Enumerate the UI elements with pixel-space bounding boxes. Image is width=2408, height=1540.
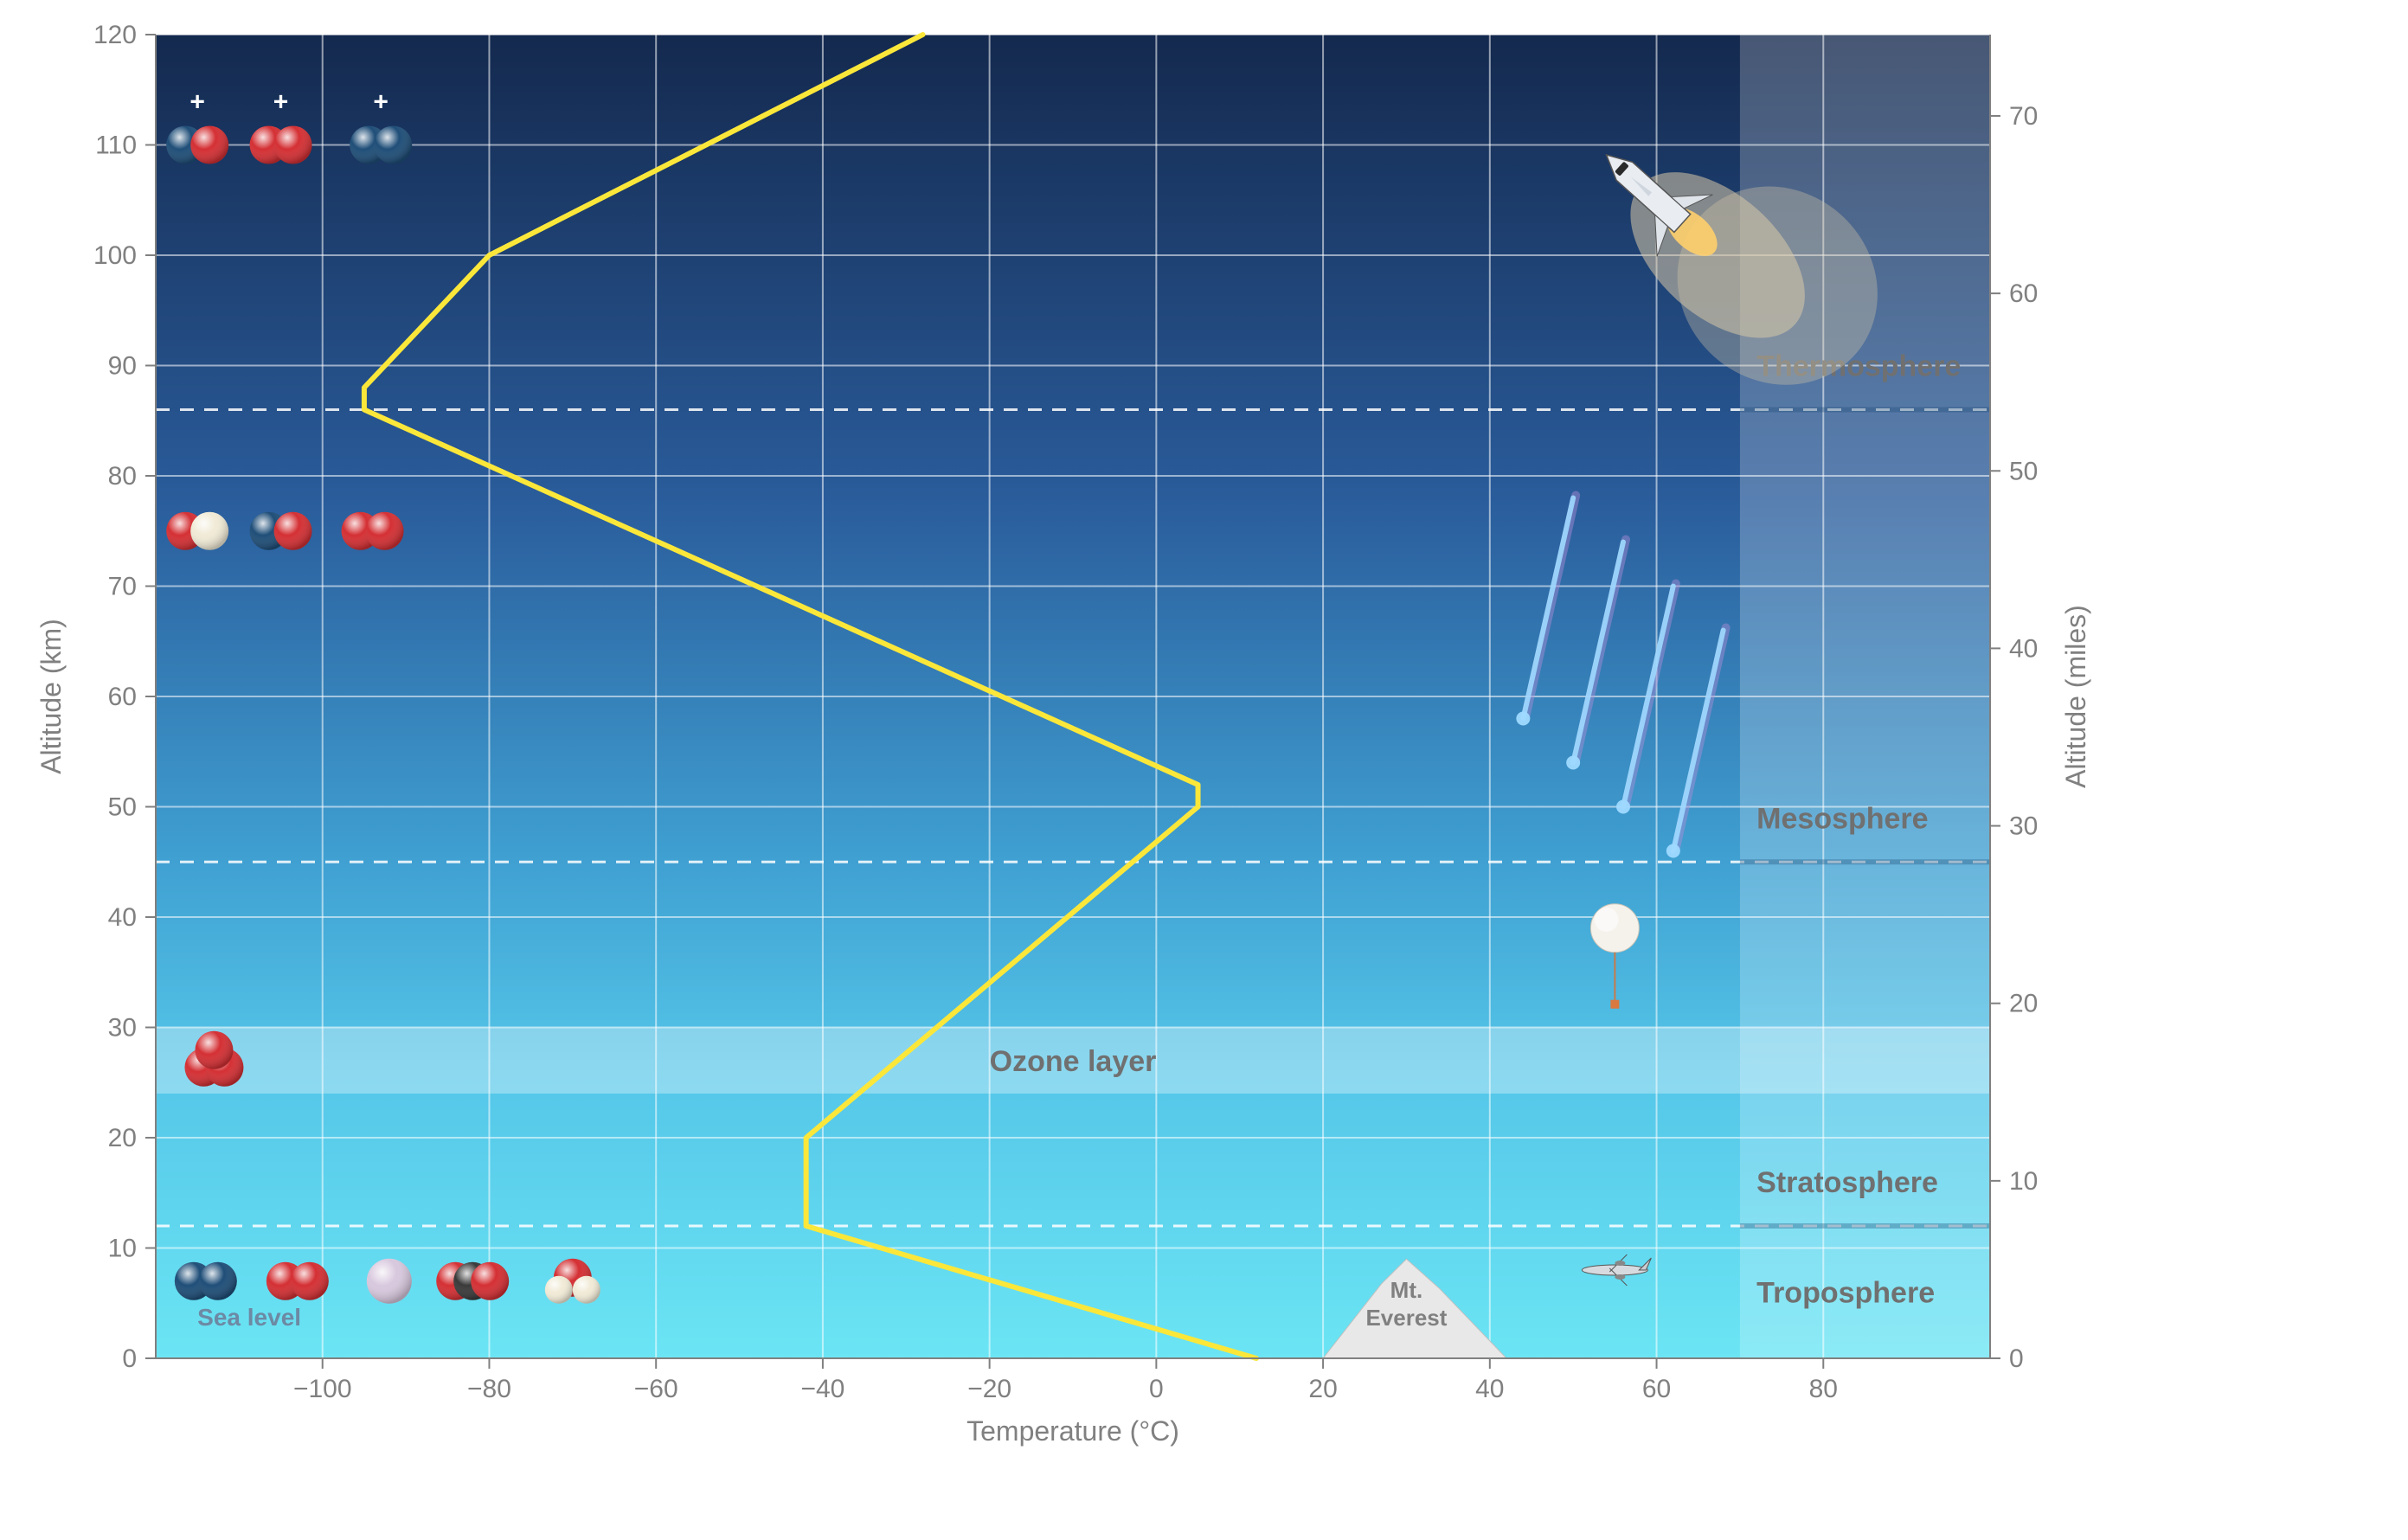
xtick-temp: 40 (1475, 1375, 1504, 1403)
ytick-km: 110 (95, 132, 137, 160)
molecule-icon (342, 512, 404, 550)
molecule-icon (436, 1262, 509, 1300)
everest-label-1: Mt. (1390, 1277, 1423, 1303)
xtick-temp: 80 (1809, 1375, 1838, 1403)
ytick-km: 60 (108, 683, 137, 711)
y-axis-label-right: Altitude (miles) (2060, 605, 2091, 788)
ytick-miles: 30 (2009, 812, 2038, 841)
xtick-temp: −20 (967, 1375, 1011, 1403)
molecule-icon (250, 512, 312, 550)
xtick-temp: 20 (1308, 1375, 1337, 1403)
ozone-label: Ozone layer (990, 1045, 1157, 1078)
molecule-icon (166, 512, 228, 550)
ytick-miles: 50 (2009, 457, 2038, 485)
ytick-km: 50 (108, 793, 137, 822)
molecule-icon (175, 1262, 237, 1300)
molecule-icon (350, 126, 412, 164)
ytick-km: 40 (108, 903, 137, 932)
molecule-icon (266, 1262, 329, 1300)
everest-label-2: Everest (1365, 1305, 1447, 1331)
ion-plus-icon: + (189, 88, 205, 117)
layer-label-troposphere: Troposphere (1756, 1277, 1935, 1310)
molecule-icon (367, 1259, 412, 1304)
ytick-miles: 0 (2009, 1344, 2024, 1373)
xtick-temp: −60 (634, 1375, 678, 1403)
layer-label-stratosphere: Stratosphere (1756, 1166, 1938, 1199)
xtick-temp: −40 (800, 1375, 844, 1403)
sea-level-label: Sea level (197, 1304, 301, 1331)
ytick-miles: 60 (2009, 279, 2038, 308)
ytick-km: 20 (108, 1124, 137, 1152)
ion-plus-icon: + (373, 88, 388, 117)
ytick-km: 120 (93, 21, 137, 49)
molecule-icon (250, 126, 312, 164)
molecule-row (166, 512, 403, 550)
xtick-temp: 0 (1149, 1375, 1164, 1403)
ion-plus-icon: + (273, 88, 289, 117)
ytick-km: 0 (122, 1344, 137, 1373)
xtick-temp: −100 (293, 1375, 352, 1403)
molecule-icon (166, 126, 228, 164)
xtick-temp: 60 (1642, 1375, 1671, 1403)
chart-svg: ThermosphereMesosphereStratosphereTropos… (0, 0, 2408, 1540)
ytick-km: 30 (108, 1014, 137, 1043)
atmosphere-chart: ThermosphereMesosphereStratosphereTropos… (0, 0, 2408, 1540)
xtick-temp: −80 (467, 1375, 511, 1403)
ytick-km: 100 (93, 241, 137, 270)
ytick-km: 70 (108, 573, 137, 601)
x-axis-label: Temperature (°C) (966, 1415, 1179, 1447)
ytick-miles: 10 (2009, 1167, 2038, 1196)
ytick-km: 90 (108, 352, 137, 381)
ytick-km: 80 (108, 462, 137, 491)
ytick-miles: 40 (2009, 634, 2038, 663)
ytick-km: 10 (108, 1235, 137, 1263)
ytick-miles: 70 (2009, 102, 2038, 131)
ytick-miles: 20 (2009, 990, 2038, 1018)
y-axis-label-left: Altitude (km) (35, 619, 67, 774)
layer-label-mesosphere: Mesosphere (1756, 802, 1928, 835)
